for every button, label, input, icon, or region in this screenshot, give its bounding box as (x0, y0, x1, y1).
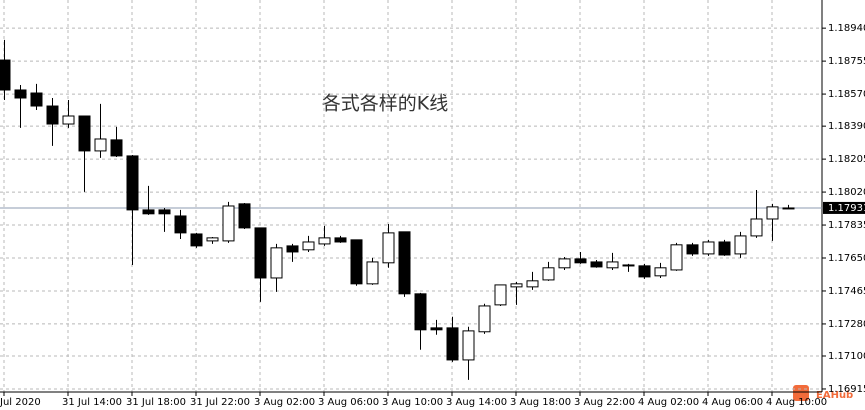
candle-body (222, 205, 235, 242)
y-tick-label: 1.18020 (828, 187, 865, 198)
candle-body (510, 283, 523, 288)
candle-body (558, 258, 571, 269)
candle-body (206, 237, 219, 242)
x-tick-label: 4 Aug 06:00 (702, 397, 763, 408)
y-tick-label: 1.17835 (828, 220, 865, 231)
candle-body (46, 105, 59, 125)
x-tick-label: 3 Aug 10:00 (382, 397, 443, 408)
x-tick-label: 31 Jul 14:00 (62, 397, 122, 408)
x-tick-label: 3 Aug 22:00 (574, 397, 635, 408)
candle-body (254, 227, 267, 279)
candle-body (286, 245, 299, 253)
x-tick-label: 3 Aug 18:00 (510, 397, 571, 408)
candle-body (382, 232, 395, 264)
candle-body (670, 244, 683, 271)
candle-body (446, 327, 459, 361)
candle-body (318, 237, 331, 245)
candle-body (366, 261, 379, 285)
y-tick-label: 1.18755 (828, 56, 865, 67)
candle-body (62, 115, 75, 125)
y-tick-label: 1.17100 (828, 351, 865, 362)
candle-body (190, 233, 203, 247)
candle-body (30, 92, 43, 107)
y-tick-label: 1.18390 (828, 121, 865, 132)
candle-body (750, 218, 763, 237)
candle-body (494, 284, 507, 306)
candle-body (302, 241, 315, 251)
candle-body (766, 206, 779, 220)
candle-body (702, 241, 715, 255)
candle-body (654, 267, 667, 277)
candle-body (638, 265, 651, 278)
candle-body (606, 261, 619, 269)
candle-body (462, 330, 475, 361)
candle-body (686, 244, 699, 255)
y-tick-label: 1.17465 (828, 286, 865, 297)
x-tick-label: 31 Jul 18:00 (126, 397, 186, 408)
candle-body (590, 261, 603, 268)
candle-body (0, 59, 11, 91)
y-tick-label: 1.17280 (828, 319, 865, 330)
x-tick-label: 4 Aug 10:00 (766, 397, 827, 408)
x-tick-label: 4 Aug 02:00 (638, 397, 699, 408)
candle-body (574, 258, 587, 264)
candle-body (526, 280, 539, 288)
candle-body (126, 155, 139, 211)
candle-body (174, 215, 187, 234)
candle-body (782, 207, 795, 210)
x-tick-label: 3 Aug 06:00 (318, 397, 379, 408)
candle-body (542, 267, 555, 281)
candle-body (718, 241, 731, 256)
candle-body (94, 138, 107, 152)
y-tick-label: 1.18205 (828, 154, 865, 165)
annotation: 各式各样的K线 (322, 93, 448, 115)
candle-body (110, 139, 123, 157)
candle-body (78, 115, 91, 152)
last-price-label: 1.17931 (828, 203, 865, 214)
candle-body (350, 239, 363, 285)
x-tick-label: 3 Aug 14:00 (446, 397, 507, 408)
y-tick-label: 1.16915 (828, 384, 865, 395)
watermark: EAHub (816, 390, 853, 401)
candle-body (14, 89, 27, 99)
candle-body (414, 293, 427, 331)
candle-body (158, 209, 171, 215)
last-price-box (823, 201, 865, 214)
candle-body (734, 235, 747, 255)
x-tick-label: Jul 2020 (0, 397, 41, 408)
candle-body (430, 327, 443, 331)
x-tick-label: 3 Aug 02:00 (254, 397, 315, 408)
y-tick-label: 1.17650 (828, 253, 865, 264)
candle-body (334, 237, 347, 243)
candle-body (398, 231, 411, 295)
candle-body (478, 305, 491, 333)
candle-body (142, 209, 155, 215)
candle-body (270, 247, 283, 279)
y-tick-label: 1.18940 (828, 23, 865, 34)
candle-body (238, 203, 251, 229)
y-tick-label: 1.18570 (828, 89, 865, 100)
candle-body (622, 264, 635, 267)
x-tick-label: 31 Jul 22:00 (190, 397, 250, 408)
